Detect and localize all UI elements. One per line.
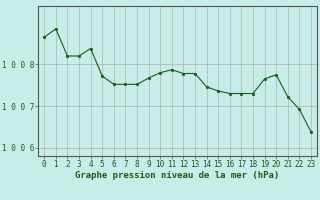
X-axis label: Graphe pression niveau de la mer (hPa): Graphe pression niveau de la mer (hPa) bbox=[76, 171, 280, 180]
